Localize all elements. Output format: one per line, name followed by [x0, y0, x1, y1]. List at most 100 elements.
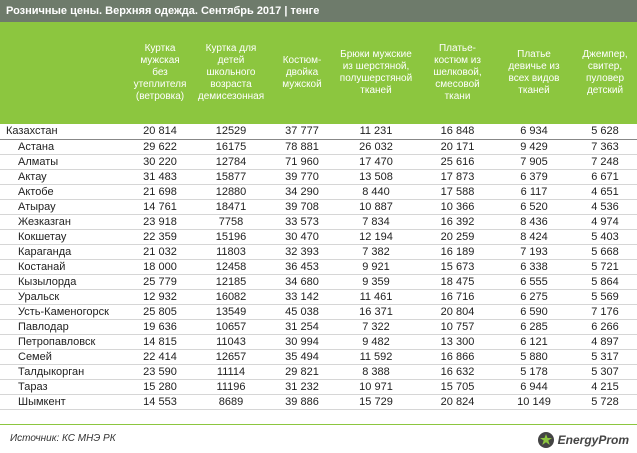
table-row: Петропавловск 14 815 11043 30 994 9 482 13 30…	[0, 334, 637, 350]
region-cell: Алматы	[0, 154, 130, 170]
price-cell: 25 805	[130, 304, 190, 320]
price-cell: 5 307	[573, 364, 637, 380]
price-cell: 13549	[190, 304, 272, 320]
header-cell	[0, 22, 130, 124]
price-cell: 39 708	[272, 199, 332, 215]
table-row: Кокшетау 22 359 15196 30 470 12 194 20 259 8 4…	[0, 229, 637, 245]
price-cell: 7 834	[332, 214, 420, 230]
price-cell: 7 322	[332, 319, 420, 335]
price-cell: 20 171	[420, 139, 495, 155]
price-cell: 18471	[190, 199, 272, 215]
column-header: Костюм- двойка мужской	[272, 22, 332, 124]
price-cell: 5 721	[573, 259, 637, 275]
price-cell: 10657	[190, 319, 272, 335]
price-cell: 7 382	[332, 244, 420, 260]
price-cell: 23 918	[130, 214, 190, 230]
price-cell: 17 873	[420, 169, 495, 185]
column-header: Платье девичье из всех видов тканей	[495, 22, 573, 124]
price-cell: 7 363	[573, 139, 637, 155]
price-cell: 12784	[190, 154, 272, 170]
price-cell: 45 038	[272, 304, 332, 320]
price-cell: 12458	[190, 259, 272, 275]
region-cell: Шымкент	[0, 394, 130, 410]
price-cell: 5 403	[573, 229, 637, 245]
price-cell: 4 215	[573, 379, 637, 395]
price-cell: 22 359	[130, 229, 190, 245]
price-cell: 31 254	[272, 319, 332, 335]
table-row: Алматы 30 220 12784 71 960 17 470 25 616 7 905…	[0, 154, 637, 170]
table-row: Атырау 14 761 18471 39 708 10 887 10 366 6 520…	[0, 199, 637, 215]
price-cell: 16175	[190, 139, 272, 155]
table-row: Талдыкорган 23 590 11114 29 821 8 388 16 632 5…	[0, 364, 637, 380]
table-row: Актау 31 483 15877 39 770 13 508 17 873 6 379 6…	[0, 169, 637, 185]
price-cell: 8 424	[495, 229, 573, 245]
table-row: Жезказган 23 918 7758 33 573 7 834 16 392 8 43…	[0, 214, 637, 230]
price-cell: 6 266	[573, 319, 637, 335]
price-cell: 7 193	[495, 244, 573, 260]
price-cell: 11803	[190, 244, 272, 260]
logo-icon	[537, 432, 554, 448]
price-cell: 34 290	[272, 184, 332, 200]
price-cell: 8 436	[495, 214, 573, 230]
price-cell: 16 632	[420, 364, 495, 380]
price-cell: 39 770	[272, 169, 332, 185]
price-cell: 6 275	[495, 289, 573, 305]
price-cell: 12185	[190, 274, 272, 290]
source: Источник: КС МНЭ РК	[10, 433, 116, 444]
column-header: Куртка мужская без утеплителя (ветровка)	[130, 22, 190, 124]
price-cell: 31 483	[130, 169, 190, 185]
price-cell: 5 880	[495, 349, 573, 365]
price-cell: 30 470	[272, 229, 332, 245]
price-cell: 9 921	[332, 259, 420, 275]
price-cell: 17 470	[332, 154, 420, 170]
region-cell: Костанай	[0, 259, 130, 275]
price-cell: 31 232	[272, 379, 332, 395]
table-row: Усть-Каменогорск 25 805 13549 45 038 16 371 2…	[0, 304, 637, 320]
price-cell: 21 698	[130, 184, 190, 200]
logo-text: EnergyProm	[557, 433, 629, 447]
table-row: Шымкент 14 553 8689 39 886 15 729 20 824 10 14…	[0, 394, 637, 410]
price-cell: 21 032	[130, 244, 190, 260]
price-cell: 4 536	[573, 199, 637, 215]
price-cell: 4 651	[573, 184, 637, 200]
price-cell: 20 814	[130, 124, 190, 140]
price-cell: 23 590	[130, 364, 190, 380]
price-cell: 26 032	[332, 139, 420, 155]
price-cell: 30 994	[272, 334, 332, 350]
region-cell: Актобе	[0, 184, 130, 200]
price-cell: 25 779	[130, 274, 190, 290]
price-cell: 14 761	[130, 199, 190, 215]
price-cell: 6 338	[495, 259, 573, 275]
price-cell: 15196	[190, 229, 272, 245]
price-cell: 15877	[190, 169, 272, 185]
region-cell: Семей	[0, 349, 130, 365]
table-row: Уральск 12 932 16082 33 142 11 461 16 716 6 27…	[0, 289, 637, 305]
price-cell: 6 379	[495, 169, 573, 185]
price-cell: 11 231	[332, 124, 420, 140]
region-cell: Атырау	[0, 199, 130, 215]
column-header: Платье- костюм из шелковой, смесовой тка…	[420, 22, 495, 124]
price-table: Куртка мужская без утеплителя (ветровка)…	[0, 22, 637, 410]
column-header: Куртка для детей школьного возраста деми…	[190, 22, 272, 124]
price-cell: 78 881	[272, 139, 332, 155]
price-cell: 12 194	[332, 229, 420, 245]
price-cell: 12 932	[130, 289, 190, 305]
price-cell: 6 121	[495, 334, 573, 350]
price-cell: 8689	[190, 394, 272, 410]
price-cell: 11 592	[332, 349, 420, 365]
region-cell: Уральск	[0, 289, 130, 305]
region-cell: Кокшетау	[0, 229, 130, 245]
price-cell: 33 142	[272, 289, 332, 305]
price-cell: 71 960	[272, 154, 332, 170]
region-cell: Тараз	[0, 379, 130, 395]
price-cell: 6 934	[495, 124, 573, 140]
price-cell: 33 573	[272, 214, 332, 230]
table-row: Актобе 21 698 12880 34 290 8 440 17 588 6 117 4…	[0, 184, 637, 200]
price-cell: 10 971	[332, 379, 420, 395]
price-cell: 34 680	[272, 274, 332, 290]
price-cell: 17 588	[420, 184, 495, 200]
title: Розничные цены. Верхняя одежда. Сентябрь…	[0, 0, 637, 22]
price-cell: 5 317	[573, 349, 637, 365]
price-cell: 9 359	[332, 274, 420, 290]
price-cell: 12529	[190, 124, 272, 140]
